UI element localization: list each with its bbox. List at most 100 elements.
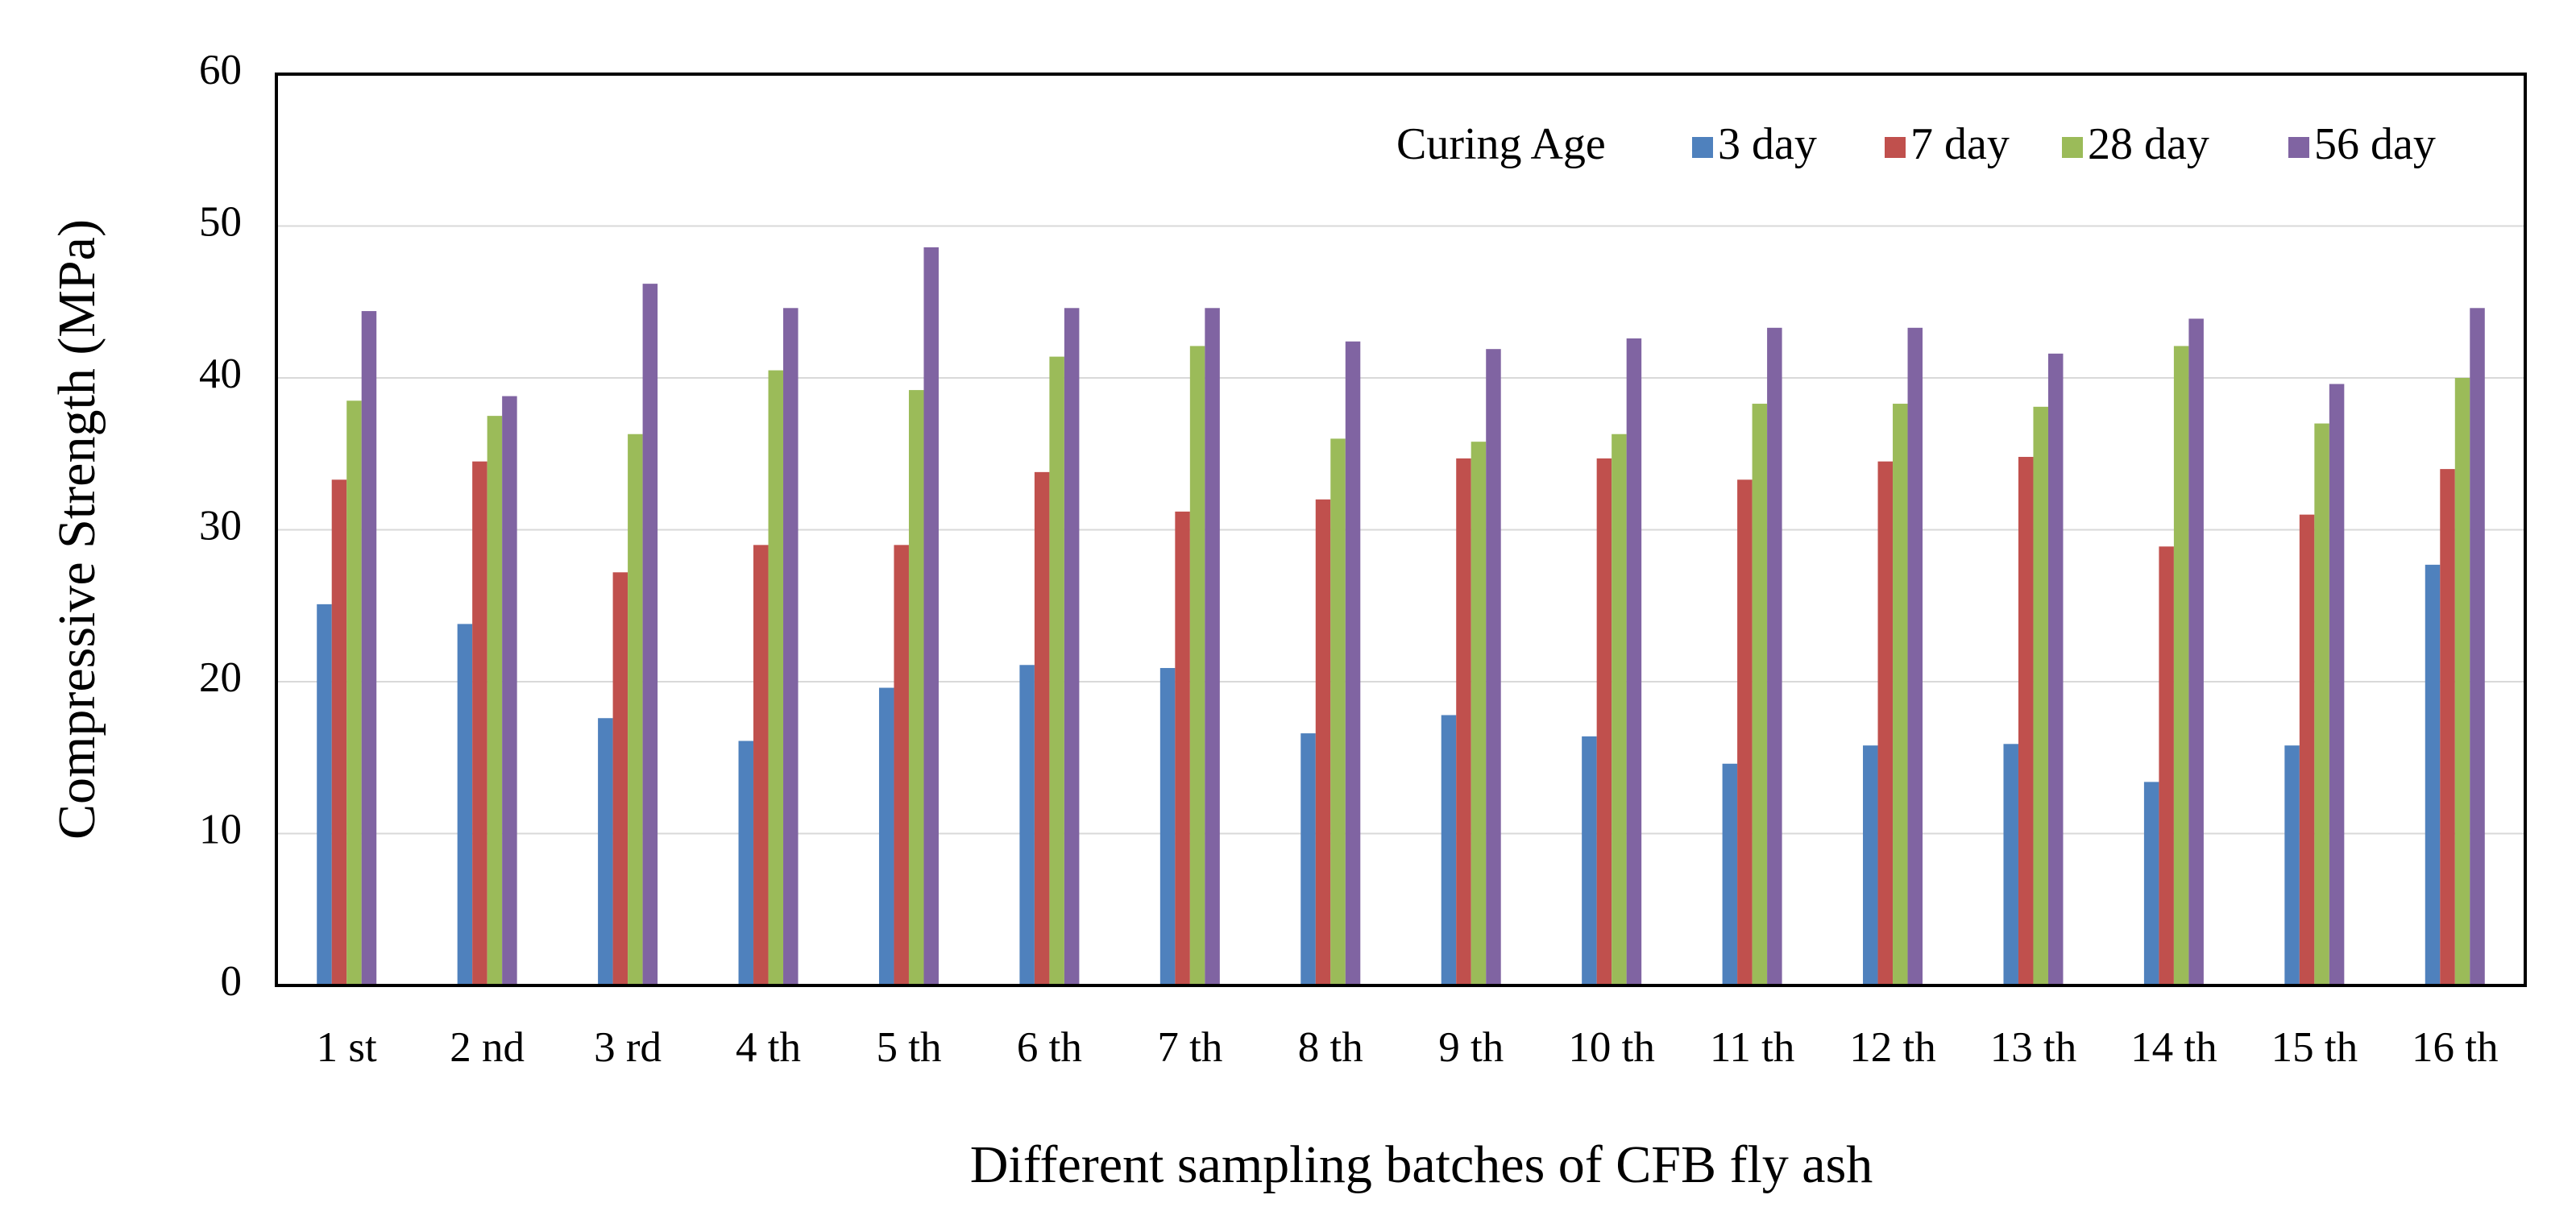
bar bbox=[1345, 341, 1361, 985]
bar bbox=[2143, 782, 2159, 985]
x-tick-label: 8 th bbox=[1298, 1024, 1363, 1071]
bar bbox=[2173, 346, 2189, 985]
bar bbox=[1019, 665, 1035, 985]
bar bbox=[1315, 499, 1331, 985]
bar bbox=[346, 400, 362, 985]
bar bbox=[1626, 338, 1642, 985]
x-tick-label: 1 st bbox=[317, 1024, 377, 1071]
bar bbox=[472, 461, 487, 985]
bar bbox=[331, 479, 347, 985]
bar bbox=[1767, 327, 1782, 985]
bar bbox=[612, 572, 628, 985]
plot-frame bbox=[275, 73, 2527, 987]
bar bbox=[878, 687, 894, 985]
bar bbox=[2440, 469, 2455, 985]
bar bbox=[1159, 668, 1176, 985]
bar bbox=[2003, 744, 2018, 985]
bar bbox=[1205, 308, 1220, 985]
y-tick-label: 0 bbox=[221, 958, 243, 1005]
legend-swatch bbox=[2062, 137, 2083, 158]
x-tick-label: 7 th bbox=[1157, 1024, 1222, 1071]
bar bbox=[1582, 736, 1597, 985]
legend-swatch bbox=[2288, 137, 2309, 158]
bar bbox=[1863, 745, 1878, 985]
y-tick-label: 40 bbox=[199, 351, 242, 397]
bar bbox=[457, 624, 473, 985]
y-tick-label: 60 bbox=[199, 47, 242, 93]
bar bbox=[2033, 406, 2048, 985]
x-tick-label: 3 rd bbox=[594, 1024, 662, 1071]
legend-swatch bbox=[1692, 137, 1713, 158]
y-axis-title: Compressive Strength (MPa) bbox=[48, 219, 106, 840]
bar bbox=[2018, 457, 2034, 985]
bar bbox=[1330, 438, 1346, 985]
legend-swatch bbox=[1885, 137, 1906, 158]
bar bbox=[2299, 514, 2315, 985]
legend-label: 28 day bbox=[2088, 119, 2209, 169]
bar bbox=[1189, 346, 1205, 985]
legend-label: 7 day bbox=[1910, 119, 2010, 169]
bar bbox=[1471, 442, 1487, 985]
bar bbox=[1064, 308, 1080, 985]
legend-label: 56 day bbox=[2314, 119, 2436, 169]
bar bbox=[1049, 356, 1064, 985]
bar bbox=[738, 741, 754, 985]
bar bbox=[1441, 715, 1457, 985]
bar bbox=[2329, 384, 2345, 985]
x-tick-label: 16 th bbox=[2412, 1024, 2498, 1071]
bar bbox=[598, 718, 613, 985]
bar bbox=[1752, 404, 1768, 985]
bar bbox=[1456, 458, 1471, 985]
bar bbox=[894, 545, 909, 985]
bar bbox=[2454, 378, 2470, 985]
y-tick-label: 20 bbox=[199, 654, 242, 701]
x-tick-label: 9 th bbox=[1438, 1024, 1504, 1071]
bar bbox=[317, 604, 332, 985]
x-tick-label: 6 th bbox=[1017, 1024, 1082, 1071]
y-tick-label: 10 bbox=[199, 807, 242, 853]
bar bbox=[1893, 404, 1908, 985]
x-tick-label: 14 th bbox=[2130, 1024, 2217, 1071]
bar bbox=[1175, 511, 1190, 985]
bar bbox=[2159, 546, 2174, 985]
x-axis-title: Different sampling batches of CFB fly as… bbox=[970, 1135, 1873, 1194]
bar bbox=[1612, 434, 1627, 985]
bar bbox=[1486, 349, 1501, 985]
bar bbox=[2314, 423, 2329, 985]
legend-label: 3 day bbox=[1718, 119, 1817, 169]
bar bbox=[2047, 353, 2064, 986]
x-tick-label: 4 th bbox=[736, 1024, 801, 1071]
legend-title: Curing Age bbox=[1396, 119, 1606, 169]
x-tick-label: 2 nd bbox=[450, 1024, 525, 1071]
bar bbox=[1877, 461, 1894, 985]
bar bbox=[2425, 564, 2441, 985]
bar bbox=[642, 284, 658, 985]
bar bbox=[487, 416, 503, 985]
y-tick-label: 50 bbox=[199, 199, 242, 246]
bar bbox=[1300, 733, 1316, 985]
bar bbox=[2284, 745, 2300, 985]
x-tick-label: 5 th bbox=[876, 1024, 941, 1071]
bar bbox=[1596, 458, 1612, 985]
bar bbox=[768, 370, 784, 985]
bar bbox=[923, 247, 939, 985]
bar bbox=[1737, 479, 1753, 985]
bar bbox=[628, 434, 643, 985]
bar bbox=[753, 545, 769, 985]
bar bbox=[2188, 318, 2204, 985]
y-tick-label: 30 bbox=[199, 503, 242, 550]
bar bbox=[908, 390, 924, 986]
x-tick-label: 15 th bbox=[2271, 1024, 2358, 1071]
x-tick-label: 13 th bbox=[1990, 1024, 2076, 1071]
x-tick-label: 11 th bbox=[1710, 1024, 1795, 1071]
bar bbox=[783, 308, 799, 985]
x-tick-label: 10 th bbox=[1568, 1024, 1654, 1071]
bar bbox=[1034, 471, 1050, 985]
bar bbox=[2470, 308, 2485, 985]
bar bbox=[502, 396, 517, 985]
x-tick-label: 12 th bbox=[1849, 1024, 1935, 1071]
bar bbox=[1907, 327, 1923, 985]
bar bbox=[1722, 763, 1738, 985]
bar bbox=[361, 311, 377, 985]
